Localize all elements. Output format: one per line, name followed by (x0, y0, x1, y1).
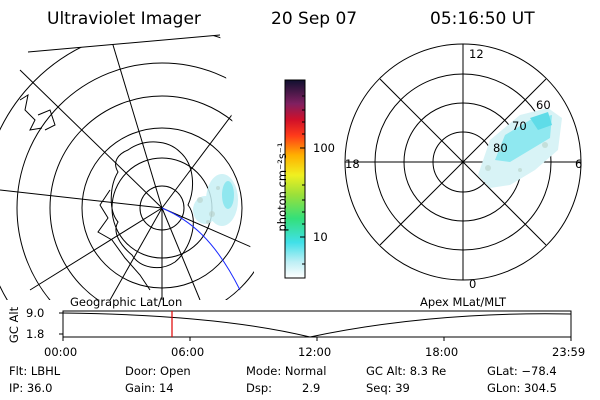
seq-status: Seq: 39 (366, 381, 410, 395)
mlt-label-18: 18 (345, 157, 360, 171)
ip-status: IP: 36.0 (9, 381, 53, 395)
door-status: Door: Open (125, 364, 191, 378)
mlt-label-12: 12 (469, 47, 484, 61)
mlat-label-80: 80 (493, 141, 508, 155)
geographic-map (0, 35, 258, 300)
mode-status: Mode: Normal (246, 364, 327, 378)
gc-alt-status: GC Alt: 8.3 Re (366, 364, 447, 378)
timeline-axis-label: GC Alt (7, 306, 22, 344)
timeline-xtick-3: 18:00 (425, 345, 459, 359)
polar-map-label: Apex MLat/MLT (420, 295, 507, 309)
timeline-ytick-1.8: 1.8 (26, 327, 45, 341)
glon-status: GLon: 304.5 (487, 381, 557, 395)
colorbar-tick-10: 10 (313, 230, 328, 244)
timeline-plot (59, 310, 572, 341)
date-label: 20 Sep 07 (271, 9, 358, 29)
colorbar (284, 79, 306, 279)
timeline-xtick-2: 12:00 (298, 345, 332, 359)
timeline-xtick-1: 06:00 (171, 345, 205, 359)
mlat-label-60: 60 (536, 98, 551, 112)
time-label: 05:16:50 UT (430, 9, 535, 29)
geo-map-label: Geographic Lat/Lon (70, 295, 183, 309)
mlt-label-0: 0 (469, 277, 477, 291)
mlt-label-6: 6 (575, 157, 583, 171)
dsp-label: Dsp: (246, 381, 273, 395)
timeline-ytick-9: 9.0 (26, 306, 45, 320)
filter-status: Flt: LBHL (9, 364, 61, 378)
timeline-xtick-4: 23:59 (552, 345, 586, 359)
gain-status: Gain: 14 (125, 381, 174, 395)
glat-status: GLat: −78.4 (487, 364, 557, 378)
colorbar-tick-100: 100 (313, 141, 335, 155)
mlat-label-70: 70 (512, 119, 527, 133)
colorbar-unit-label: photon cm⁻²s⁻¹ (275, 142, 289, 232)
instrument-title: Ultraviolet Imager (47, 9, 201, 29)
timeline-xtick-0: 00:00 (44, 345, 78, 359)
dsp-value: 2.9 (302, 381, 321, 395)
polar-map (344, 43, 582, 281)
